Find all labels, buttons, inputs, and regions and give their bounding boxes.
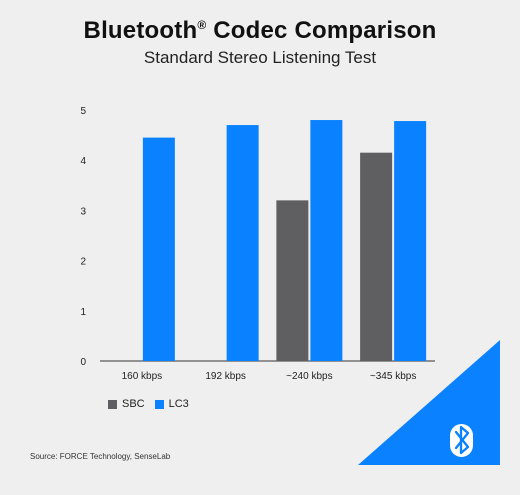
y-tick-label: 0 (80, 357, 86, 368)
brand-corner-triangle (358, 340, 500, 465)
y-tick-label: 1 (80, 307, 86, 318)
chart-title: Bluetooth® Codec Comparison (0, 17, 520, 45)
x-tick-label: 160 kbps (122, 371, 163, 382)
source-note: Source: FORCE Technology, SenseLab (30, 452, 171, 461)
chart-subtitle: Standard Stereo Listening Test (143, 48, 377, 67)
registered-mark: ® (197, 18, 207, 32)
legend-label-lc3: LC3 (168, 398, 189, 410)
bar-sbc-3 (360, 152, 393, 361)
legend-item-lc3: LC3 (154, 398, 189, 410)
bar-lc3-2 (310, 120, 343, 361)
legend-swatch-sbc (108, 399, 117, 409)
bluetooth-icon (450, 424, 473, 457)
legend-swatch-lc3 (154, 399, 164, 409)
y-tick-label: 2 (80, 257, 86, 268)
y-tick-label: 4 (80, 156, 86, 167)
legend-item-sbc: SBC (108, 398, 145, 410)
y-tick-label: 5 (80, 106, 86, 117)
bar-lc3-1 (226, 125, 259, 361)
title-text-rest: Codec Comparison (206, 17, 437, 44)
bar-lc3-3 (394, 121, 427, 361)
x-tick-label: 192 kbps (205, 371, 246, 382)
y-tick-label: 3 (80, 206, 86, 217)
bar-lc3-0 (142, 137, 175, 361)
chart-legend: SBC LC3 (108, 398, 189, 410)
legend-label-sbc: SBC (122, 398, 145, 410)
bar-sbc-2 (276, 200, 309, 361)
x-tick-label: ~240 kbps (286, 371, 332, 382)
x-tick-label: ~345 kbps (370, 371, 416, 382)
title-text: Bluetooth (83, 17, 198, 44)
